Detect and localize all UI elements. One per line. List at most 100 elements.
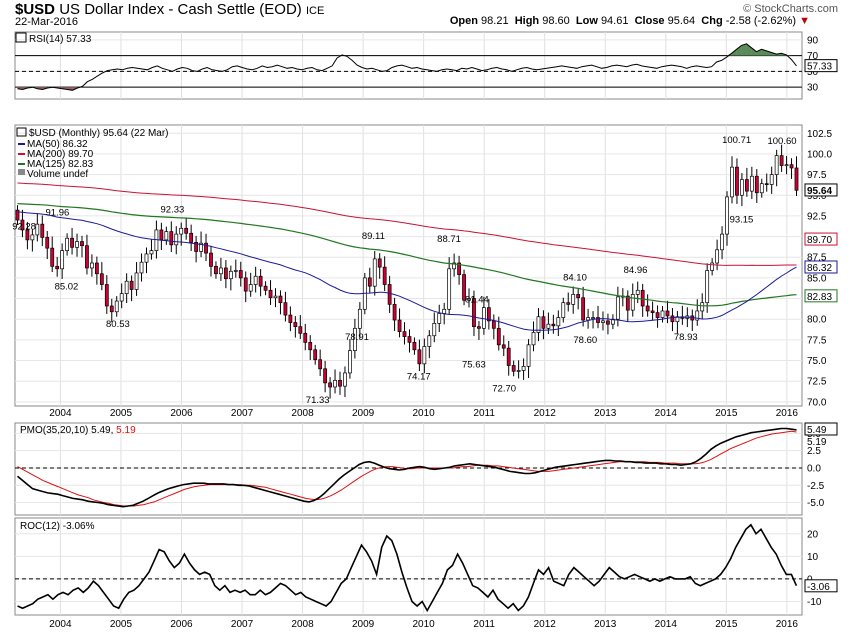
candle (189, 232, 194, 243)
candle (611, 318, 615, 325)
price-annotation: 85.02 (55, 282, 79, 293)
y-tick-label-price: 70.0 (807, 397, 827, 408)
candle (397, 319, 402, 332)
y-tick-label-price: 97.5 (807, 170, 827, 181)
y-tick-label-rsi: 70 (807, 51, 819, 62)
x-tick-label: 2015 (715, 619, 738, 630)
chart-header: $USD US Dollar Index - Cash Settle (EOD)… (0, 0, 850, 30)
price-annotation: 78.93 (674, 332, 698, 343)
candle (179, 227, 184, 235)
candle (104, 284, 109, 307)
x-tick-label: 2010 (413, 619, 436, 630)
y-tick-label-price: 102.5 (807, 129, 832, 140)
candle (139, 261, 144, 274)
y-tick-label-price: 75.0 (807, 356, 827, 367)
candle (50, 247, 55, 267)
roc-last-label: -3.06 (807, 582, 830, 593)
x-tick-label: 2010 (413, 408, 436, 419)
candle (769, 174, 774, 185)
panel-frame-price (14, 124, 803, 407)
ma200-line (17, 182, 797, 266)
candle (660, 310, 665, 318)
price-annotation: 75.63 (462, 359, 486, 370)
pmo-line (16, 427, 797, 508)
legend-entry: MA(200) 89.70 (27, 149, 94, 160)
price-annotation: 78.60 (573, 335, 597, 346)
price-annotation: 78.91 (345, 332, 369, 343)
candle (437, 313, 442, 324)
candle (625, 295, 630, 311)
x-tick-label: 2009 (352, 619, 375, 630)
candle (486, 307, 491, 322)
legend-entry: Volume undef (27, 169, 88, 180)
price-annotation: 84.10 (563, 272, 587, 283)
candle (154, 229, 159, 251)
price-last-box (804, 289, 838, 303)
price-annotation: 74.17 (407, 371, 431, 382)
candle (491, 320, 496, 329)
candle (243, 277, 248, 292)
candle (467, 298, 471, 301)
price-annotation: 80.53 (106, 319, 130, 330)
price-annotation: 88.71 (437, 234, 461, 245)
legend-entry: MA(50) 86.32 (27, 139, 88, 150)
x-tick-label: 2013 (594, 619, 617, 630)
x-tick-label: 2011 (473, 619, 495, 630)
candle (715, 249, 719, 264)
candle (90, 262, 94, 269)
candle (288, 314, 293, 323)
rsi-title: RSI(14) 57.33 (29, 34, 92, 45)
pmo-last-box (804, 422, 838, 436)
candle (670, 315, 675, 323)
y-tick-label-price: 77.5 (807, 335, 827, 346)
candle (35, 223, 40, 236)
pmo-signal-last-label: 5.19 (807, 437, 827, 448)
stockcharts-logo: © StockCharts.com (743, 3, 838, 15)
candle (447, 268, 452, 310)
candle (248, 284, 253, 292)
open-label: Open (449, 15, 478, 27)
candle (333, 380, 337, 388)
candle (700, 302, 705, 312)
x-tick-label: 2007 (231, 619, 254, 630)
candle (526, 344, 531, 367)
candle (219, 267, 223, 275)
price-last-box (804, 183, 838, 197)
close-label: Close (634, 15, 665, 27)
candle (313, 349, 318, 361)
candle (238, 270, 243, 279)
candle (427, 335, 432, 347)
candle (740, 179, 744, 196)
candle (556, 317, 561, 327)
x-tick-label: 2011 (473, 408, 495, 419)
x-tick-label: 2016 (776, 619, 799, 630)
candle (228, 270, 233, 280)
candle (45, 237, 50, 249)
candle (601, 320, 605, 323)
candle (357, 308, 362, 329)
y-tick-label-price: 92.5 (807, 211, 827, 222)
roc-title: ROC(12) -3.06% (20, 521, 95, 532)
candle (774, 155, 779, 175)
candle (377, 258, 382, 268)
rsi-overbought-fill (751, 47, 757, 56)
candle (367, 277, 372, 287)
low-value: 94.61 (600, 15, 629, 27)
candle (655, 312, 660, 318)
price-annotation: 71.33 (306, 395, 330, 406)
price-annotation: 72.70 (492, 384, 516, 395)
candle (204, 242, 208, 254)
y-tick-label-roc: 10 (807, 552, 819, 563)
candle (258, 275, 263, 287)
candle (184, 227, 189, 234)
close-value: 95.64 (667, 15, 696, 27)
candle (452, 262, 457, 270)
candle (85, 245, 89, 269)
price-annotation: 81.44 (465, 294, 489, 305)
candle (70, 237, 74, 248)
rsi-overbought-fill (766, 50, 772, 56)
price-title: $USD (Monthly) 95.64 (22 Mar) (29, 128, 169, 139)
candle (725, 196, 729, 235)
candle (754, 175, 759, 194)
candle (209, 252, 213, 267)
